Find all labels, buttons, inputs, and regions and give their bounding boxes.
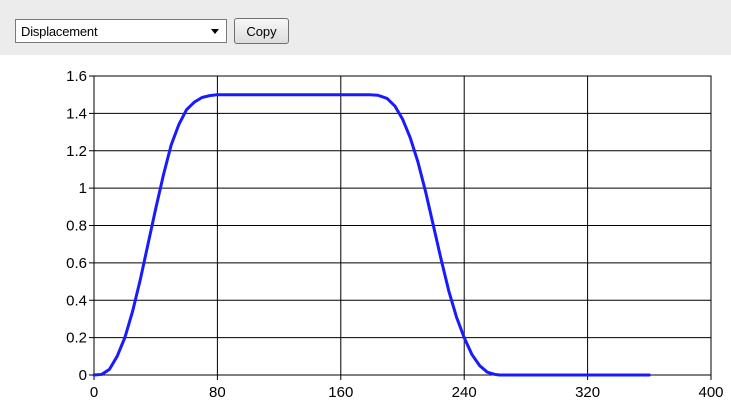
x-tick-label: 240 xyxy=(452,384,477,401)
plot-type-selected-value: Displacement xyxy=(21,24,98,39)
y-tick-label: 1.2 xyxy=(66,143,87,160)
y-tick-label: 0.6 xyxy=(66,255,87,272)
x-tick-label: 400 xyxy=(698,384,723,401)
y-tick-label: 0.8 xyxy=(66,218,87,235)
displacement-series-line xyxy=(92,93,651,377)
x-tick-label: 320 xyxy=(575,384,600,401)
plot-type-dropdown[interactable]: Displacement xyxy=(15,19,227,43)
y-tick-label: 0.2 xyxy=(66,330,87,347)
y-tick-label: 1 xyxy=(79,180,87,197)
x-tick-label: 0 xyxy=(90,384,98,401)
copy-button[interactable]: Copy xyxy=(234,18,289,44)
y-tick-label: 0.4 xyxy=(66,292,87,309)
y-tick-label: 1.6 xyxy=(66,68,87,85)
y-tick-label: 1.4 xyxy=(66,105,87,122)
displacement-chart: 0 0.2 0.4 0.6 0.8 1 1.2 1.4 1.6 0 80 160 240 320 400 xyxy=(66,68,723,401)
plot-frame xyxy=(93,75,712,376)
dropdown-arrow-icon[interactable] xyxy=(208,25,222,37)
y-tick-label: 0 xyxy=(79,367,87,384)
x-tick-label: 80 xyxy=(209,384,226,401)
toolbar: Displacement Copy xyxy=(0,0,731,55)
x-tick-label: 160 xyxy=(328,384,353,401)
